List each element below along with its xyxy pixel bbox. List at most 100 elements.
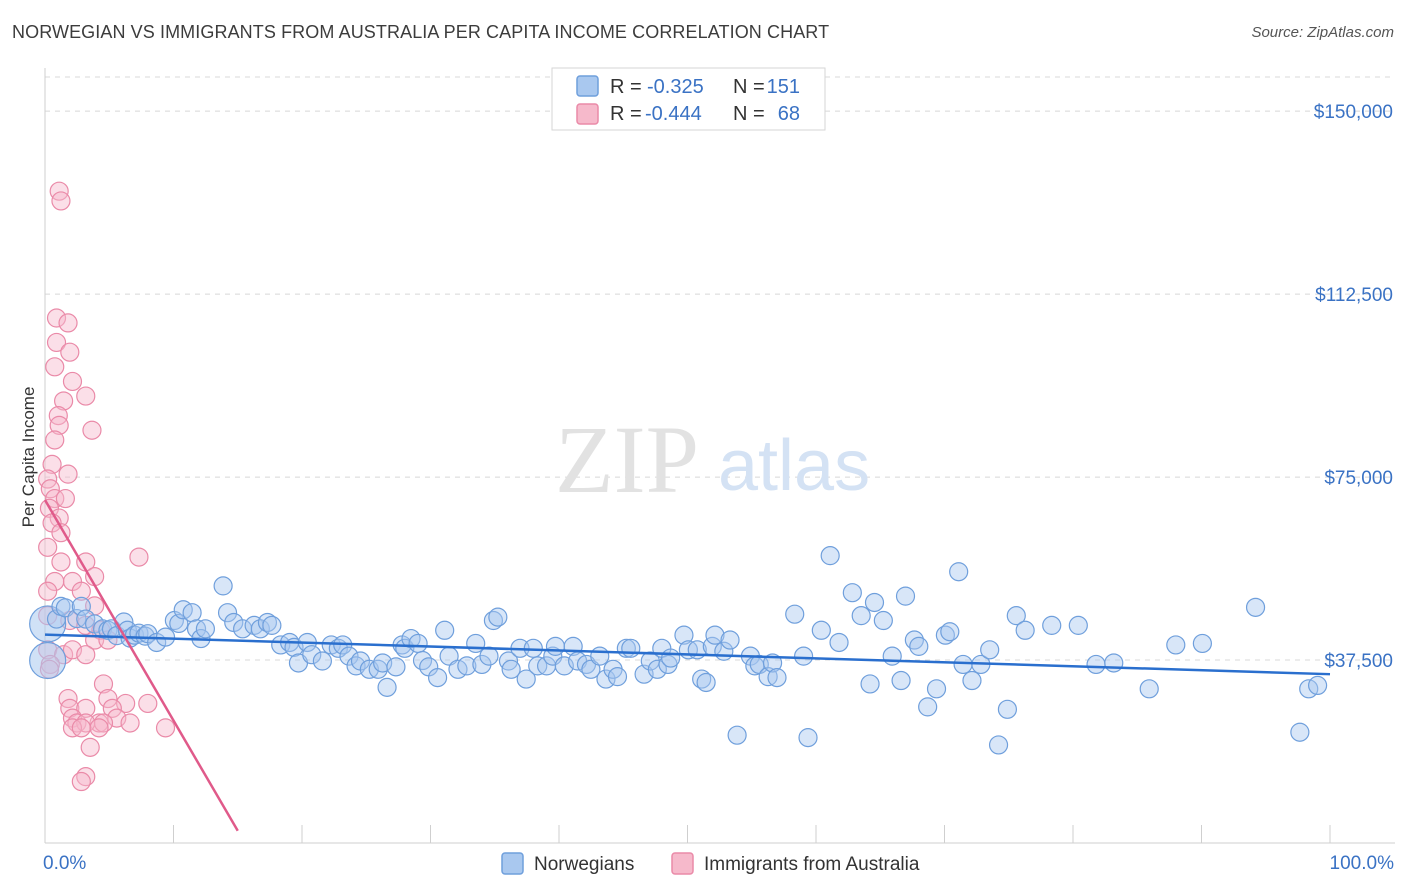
norwegians-point	[1245, 597, 1266, 617]
legend-n-label-2: N =	[733, 103, 765, 125]
norwegians-point	[997, 699, 1018, 719]
norwegians-point	[873, 610, 893, 631]
immigrants-point	[45, 571, 65, 592]
immigrants-point	[129, 547, 149, 567]
immigrants-point	[60, 342, 80, 362]
immigrants-point	[42, 454, 62, 474]
immigrants-point	[138, 693, 158, 714]
norwegians-point	[1166, 635, 1186, 655]
series-legend: Norwegians Immigrants from Australia	[501, 852, 920, 875]
watermark: ZIP atlas	[555, 406, 870, 513]
immigrants-point	[71, 771, 91, 792]
norwegians-point	[29, 641, 67, 680]
immigrants-point	[48, 406, 68, 426]
norwegians-point	[596, 669, 616, 689]
axis-layer	[44, 68, 1395, 844]
y-tick-label: $75,000	[1324, 468, 1393, 489]
immigrants-point	[76, 386, 96, 406]
legend-r-label-2: R =	[610, 103, 642, 125]
norwegians-point	[621, 638, 641, 658]
trend-lines	[43, 499, 1331, 832]
norwegians-trend-line	[44, 633, 1331, 676]
norwegians-point	[860, 674, 880, 694]
norwegians-point	[457, 656, 477, 676]
immigrants-point	[76, 645, 96, 665]
immigrants-point	[120, 713, 140, 733]
legend-n-label-1: N =	[733, 76, 765, 98]
immigrants-point	[155, 718, 176, 738]
norwegians-point	[76, 609, 96, 629]
norwegians-point	[891, 670, 911, 691]
norwegians-point	[674, 625, 694, 645]
norwegians-point	[762, 653, 783, 673]
immigrants-point	[58, 313, 78, 333]
bottom-legend-swatch-norwegians	[501, 852, 524, 875]
immigrants-point	[54, 391, 74, 411]
norwegians-point	[135, 626, 155, 646]
norwegians-point	[182, 603, 202, 623]
y-tick-labels: $37,500 $75,000 $112,500 $150,000	[1314, 102, 1393, 672]
immigrants-point	[45, 488, 65, 509]
norwegians-point	[377, 677, 397, 697]
norwegians-point	[1192, 633, 1212, 654]
immigrants-point	[49, 415, 69, 435]
norwegians-point	[647, 659, 667, 679]
norwegians-point	[720, 630, 740, 650]
norwegians-point	[427, 668, 448, 688]
norwegians-point	[1307, 675, 1328, 696]
norwegians-point	[1290, 722, 1310, 742]
x-tick-label-min: 0.0%	[43, 853, 86, 874]
norwegians-point	[386, 657, 406, 677]
norwegians-point	[949, 562, 969, 582]
norwegians-point	[980, 640, 1000, 660]
stats-legend: R = -0.325 N = 151 R = -0.444 N = 68	[551, 67, 826, 131]
immigrants-point	[40, 479, 60, 499]
norwegians-point	[1139, 679, 1159, 699]
norwegians-point	[408, 633, 428, 654]
norwegians-point	[918, 697, 938, 717]
norwegians-point	[829, 632, 849, 653]
legend-n-value-2: 68	[778, 103, 800, 125]
norwegians-point	[798, 728, 818, 748]
immigrants-point	[71, 581, 91, 601]
norwegians-point	[864, 592, 885, 613]
norwegians-point	[882, 646, 902, 666]
norwegians-point	[851, 606, 871, 626]
immigrants-point	[38, 537, 58, 557]
norwegians-point	[926, 679, 947, 699]
norwegians-point	[195, 619, 216, 639]
norwegians-point	[767, 668, 787, 688]
immigrants-trend-line	[43, 499, 239, 832]
legend-r-label-1: R =	[610, 76, 642, 98]
immigrants-point	[49, 181, 69, 201]
source-label: Source: ZipAtlas.com	[1251, 24, 1394, 41]
norwegians-point	[842, 583, 862, 603]
norwegians-point	[435, 620, 455, 640]
norwegians-point	[909, 636, 929, 656]
norwegians-point	[1068, 615, 1088, 635]
immigrants-point	[80, 737, 100, 757]
grid-layer	[45, 76, 1395, 661]
norwegians-point	[545, 636, 566, 656]
norwegians-point	[302, 645, 322, 665]
y-tick-label: $112,500	[1315, 285, 1393, 306]
norwegians-point	[607, 667, 628, 687]
norwegians-point	[516, 669, 536, 689]
immigrants-point	[38, 581, 58, 601]
norwegians-point	[213, 576, 233, 596]
norwegians-point	[1006, 606, 1026, 626]
immigrants-point	[55, 488, 75, 509]
norwegians-point	[661, 648, 681, 668]
immigrants-point	[71, 718, 91, 738]
immigrants-point	[89, 713, 109, 733]
bottom-legend-label-immigrants: Immigrants from Australia	[704, 854, 920, 875]
immigrants-point	[76, 698, 96, 718]
norwegians-point	[590, 646, 610, 666]
norwegians-point	[785, 604, 805, 624]
norwegians-point	[953, 654, 973, 675]
norwegians-point	[1015, 620, 1035, 640]
norwegians-point	[988, 735, 1009, 755]
norwegians-point	[1104, 653, 1124, 673]
norwegians-point	[217, 603, 238, 623]
